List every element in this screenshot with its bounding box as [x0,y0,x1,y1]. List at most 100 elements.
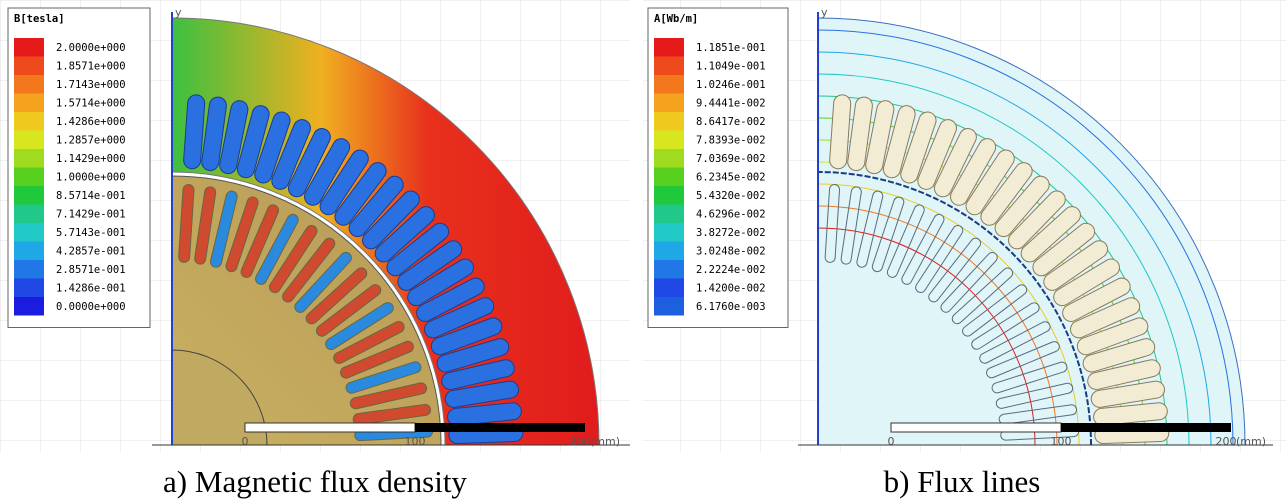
legend-swatch [14,223,44,242]
slot [271,119,311,190]
slot [1082,338,1156,373]
legend-label: 1.4286e+000 [56,116,126,128]
slot [255,213,299,285]
slot [183,94,206,170]
annotations: y0 100 200 (mm)B[tesla]2.0000e+0001.8571e+0… [7,6,1273,499]
legend-label: 1.1429e+000 [56,153,126,165]
slot [1043,240,1109,291]
scale-label: 100 [1051,435,1072,448]
legend-label: 6.2345e-002 [696,172,766,184]
scale-white [244,422,416,433]
slot [236,105,270,179]
legend-swatch [654,130,684,149]
slot [294,251,352,313]
slot [397,240,463,291]
slot [374,206,435,263]
slot [225,196,259,273]
slot [424,297,495,339]
slot [362,190,420,250]
slot [994,175,1050,238]
slot [928,237,982,303]
slot [965,149,1015,216]
slot [840,186,862,265]
slot [254,111,291,184]
axis-label: y [175,6,182,19]
slot [319,149,369,216]
slot [348,175,404,238]
flux-line [817,51,1212,446]
slot [829,94,852,170]
legend-swatch [14,204,44,223]
slot [901,213,945,285]
slot [304,138,351,206]
slot [436,338,510,373]
legend-label: 8.5714e-001 [56,190,126,202]
slot [325,302,394,350]
legend-swatch [14,130,44,149]
slot [1032,222,1096,277]
legend-swatch [14,167,44,186]
legend-label: 2.2224e-002 [696,264,766,276]
legend-label: 8.6417e-002 [696,116,766,128]
slot [1053,258,1120,307]
slot [1093,402,1168,426]
slot [194,186,217,265]
slot [915,225,964,294]
legend-label: 1.7143e+000 [56,79,126,91]
slot [430,317,503,356]
slot [962,284,1028,337]
slot [340,340,414,379]
slot [287,128,331,198]
slot [917,119,957,190]
slot [219,100,249,175]
slot [386,222,450,277]
legend-label: 3.8272e-002 [696,227,766,239]
legend-swatch [14,112,44,131]
slot [1062,277,1131,322]
legend-title: A[Wb/m] [654,13,698,25]
legend-label: 5.4320e-002 [696,190,766,202]
slot [1090,380,1165,408]
legend-label: 4.6296e-002 [696,209,766,221]
legend-swatch [654,75,684,94]
legend-label: 3.0248e-002 [696,246,766,258]
slot [998,404,1078,425]
legend-swatch [14,186,44,205]
legend-label: 1.4286e-001 [56,283,126,295]
scale-label: (mm) [590,435,620,448]
flux-line [817,73,1190,446]
legend-swatch [14,38,44,57]
slot [1020,206,1081,263]
slot [971,302,1040,350]
machine [817,17,1246,446]
slot [980,162,1033,226]
slot [824,184,841,263]
legend-swatch [14,278,44,297]
slot [900,111,937,184]
legend-label: 7.8393e-002 [696,135,766,147]
axis-label: y [821,6,828,19]
slot [416,277,485,322]
slot [447,402,522,426]
legend-swatch [654,260,684,279]
legend-swatch [14,297,44,316]
slot [865,100,895,175]
legend-label: 1.1851e-001 [696,42,766,54]
legend-swatch [654,278,684,297]
legend-swatch [14,75,44,94]
slot [871,196,905,273]
slot [951,267,1014,325]
machine [171,17,600,446]
slot [240,204,280,278]
artwork [171,17,1246,446]
legend-swatch [14,241,44,260]
legend-swatch [14,149,44,168]
scale-label: 200 [1216,435,1237,448]
slot [1070,297,1141,339]
legend-label: 6.1760e-003 [696,301,766,313]
slot [995,382,1074,409]
legend-label: 7.1429e-001 [56,209,126,221]
slot [201,96,227,172]
slot [979,321,1051,364]
slot [345,361,422,394]
